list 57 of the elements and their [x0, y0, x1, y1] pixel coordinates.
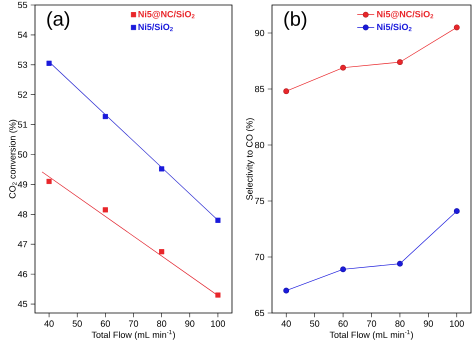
y-tick-label: 53: [18, 62, 28, 68]
y-tick-label: 50: [18, 151, 28, 158]
point: [102, 207, 108, 212]
point: [215, 292, 221, 298]
y-tick-label: 49: [18, 181, 28, 188]
point: [46, 178, 52, 184]
x-tick-label: 70: [128, 320, 138, 327]
point: [454, 208, 460, 214]
legend-label: Ni5/SiO$_{2}$: [377, 24, 412, 32]
x-tick-label: 50: [72, 320, 82, 327]
annotation: (b): [284, 11, 306, 30]
y-tick-label: 52: [18, 92, 28, 98]
y-tick-label: 90: [255, 30, 264, 36]
x-tick-label: 90: [185, 320, 194, 327]
legend-label: Ni5/SiO$_{2}$: [138, 24, 173, 32]
point: [102, 114, 108, 120]
x-tick-label: 100: [211, 320, 226, 327]
legend-label: Ni5@NC/SiO$_{2}$: [377, 10, 434, 19]
point: [159, 166, 164, 172]
y-axis-title: Selectivity to CO (%): [246, 118, 254, 200]
y-tick-label: 55: [18, 2, 28, 8]
x-tick-label: 50: [310, 320, 320, 327]
x-tick-label: 70: [366, 320, 376, 327]
x-tick-label: 90: [424, 320, 433, 327]
y-tick-label: 75: [255, 198, 264, 204]
x-tick-label: 100: [450, 320, 464, 327]
point: [396, 260, 403, 267]
point: [340, 266, 346, 272]
x-axis-title: Total Flow (mL min$^{-1}$): [92, 330, 175, 340]
legend-label: Ni5@NC/SiO$_{2}$: [138, 10, 195, 19]
y-tick-label: 46: [18, 270, 28, 278]
x-tick-label: 60: [338, 320, 348, 327]
y-tick-label: 80: [254, 142, 264, 148]
y-tick-label: 47: [18, 241, 28, 248]
y-tick-label: 51: [18, 121, 28, 128]
y-axis-title: CO$_{2}$ conversion (%): [9, 120, 18, 198]
x-tick-label: 40: [281, 320, 291, 327]
x-tick-label: 80: [395, 320, 405, 327]
y-tick-label: 70: [255, 254, 264, 260]
x-tick-label: 80: [157, 320, 166, 327]
y-tick-label: 45: [18, 300, 28, 308]
point: [215, 218, 221, 223]
point: [454, 24, 460, 30]
annotation: (a): [47, 11, 70, 30]
x-tick-label: 60: [100, 320, 110, 327]
point: [283, 88, 290, 94]
point: [340, 64, 346, 71]
point: [283, 288, 290, 294]
point: [46, 60, 52, 66]
point: [159, 249, 164, 254]
x-tick-label: 40: [44, 320, 54, 327]
point: [396, 59, 403, 66]
y-tick-label: 65: [255, 310, 264, 316]
x-axis-title: Total Flow (mL min$^{-1}$): [330, 330, 413, 340]
y-tick-label: 54: [18, 32, 28, 38]
y-tick-label: 85: [254, 86, 264, 92]
y-tick-label: 48: [18, 211, 28, 218]
